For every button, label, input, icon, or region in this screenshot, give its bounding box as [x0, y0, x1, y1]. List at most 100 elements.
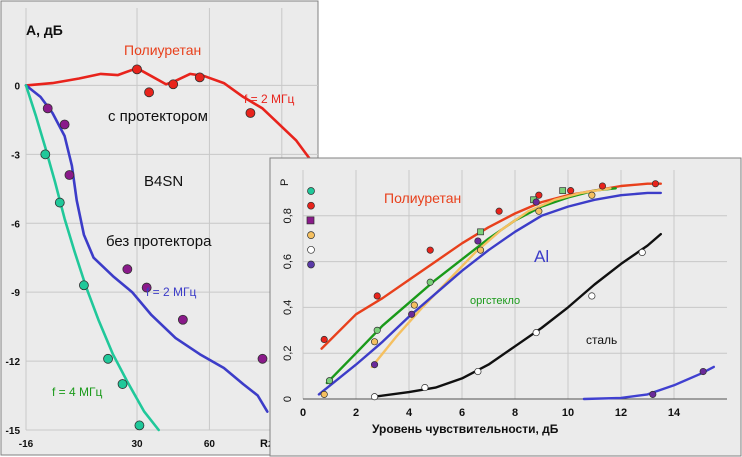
left-data-point [117, 379, 128, 389]
right-x-tick-label: 14 [668, 407, 681, 419]
left-y-tick-label: -3 [11, 150, 20, 161]
right-series-line-0 [320, 182, 662, 350]
right-data-point [421, 383, 429, 392]
right-data-point [320, 335, 328, 344]
left-plot-area [0, 0, 319, 456]
legend-marker [307, 245, 315, 254]
right-grid [302, 170, 727, 400]
right-data-point [559, 187, 567, 194]
right-data-point [567, 187, 575, 195]
left-y-tick-label: -15 [6, 426, 21, 437]
legend-marker [307, 231, 315, 239]
right-data-point [320, 390, 328, 398]
left-y-tick-label: -12 [6, 357, 21, 368]
left-series-points [40, 64, 311, 431]
annotation-al: Al [534, 247, 549, 266]
left-data-point [134, 420, 145, 431]
left-data-point [64, 170, 75, 180]
right-y-tick-label: 0,6 [282, 254, 294, 269]
right-tick-labels: 0 0,2 0,4 0,6 0,8 0 2 4 6 8 10 12 14 [282, 208, 681, 419]
right-x-axis-label: Уровень чувствительности, дБ [372, 422, 559, 436]
left-y-tick-label: -9 [11, 288, 20, 299]
right-data-point [535, 191, 543, 199]
right-x-tick-label: 2 [353, 407, 359, 419]
right-data-point [408, 310, 416, 318]
right-legend-markers [306, 187, 315, 269]
right-data-point [373, 326, 381, 334]
right-y-tick-label: 0,2 [282, 346, 294, 361]
right-x-tick-label: 0 [300, 407, 306, 419]
left-x-tick-label: -16 [19, 439, 34, 450]
left-data-point [245, 108, 256, 118]
left-data-point [59, 119, 70, 130]
right-data-point [588, 292, 596, 300]
right-data-point [474, 237, 482, 245]
annotation-f-green: f = 4 МГц [52, 385, 103, 399]
annotation-material: В4SN [144, 173, 183, 190]
left-data-point [132, 64, 142, 75]
legend-marker [306, 216, 315, 225]
legend-marker [307, 187, 315, 195]
annotation-without-protector: без протектора [106, 233, 212, 250]
annotation-polyurethane-left: Полиуретан [124, 42, 201, 58]
right-data-point [638, 248, 646, 256]
right-x-tick-label: 6 [459, 407, 465, 419]
right-data-point [370, 393, 379, 401]
right-y-tick-label: 0,4 [282, 300, 294, 315]
right-data-point [410, 301, 418, 309]
legend-marker [307, 201, 315, 210]
right-chart: 0 0,2 0,4 0,6 0,8 0 2 4 6 8 10 12 14 P Уровень чувст… [269, 157, 742, 457]
left-data-point [257, 353, 268, 364]
right-data-point [532, 198, 540, 206]
right-data-point [325, 377, 334, 385]
right-y-tick-label: 0,8 [282, 208, 294, 223]
right-x-tick-label: 10 [562, 407, 574, 419]
left-data-point [177, 314, 188, 325]
right-data-point [426, 246, 434, 254]
annotation-f-blue: f = 2 МГц [146, 285, 197, 299]
right-x-tick-label: 8 [512, 407, 518, 419]
right-series-line-2 [370, 187, 612, 369]
right-data-point [373, 292, 381, 300]
right-data-point [699, 367, 707, 376]
right-y-tick-label: 0 [282, 396, 294, 402]
right-data-point [588, 191, 596, 199]
left-data-point [141, 282, 152, 293]
right-data-point [370, 361, 379, 369]
right-data-point [476, 246, 485, 254]
left-chart: 0-3-6-9-12-15-16306090 А, дБ Rz, мкм Пол… [0, 0, 319, 456]
annotation-steel: сталь [586, 333, 617, 347]
right-data-point [649, 390, 657, 398]
left-series-line-1 [24, 84, 269, 413]
annotation-with-protector: с протектором [108, 108, 208, 125]
right-data-point [535, 207, 543, 215]
right-series-points [320, 180, 707, 401]
right-data-point [370, 338, 379, 346]
left-data-point [168, 79, 179, 90]
left-y-tick-label: 0 [14, 81, 20, 92]
left-x-tick-label: 30 [131, 439, 143, 450]
left-data-point [144, 87, 154, 98]
left-x-tick-label: 60 [204, 439, 216, 450]
right-x-tick-label: 12 [615, 407, 627, 419]
left-data-point [194, 72, 205, 83]
left-data-point [122, 264, 133, 275]
left-data-point [54, 197, 65, 208]
right-series-line-4 [373, 232, 662, 398]
right-data-point [474, 367, 482, 376]
left-data-point [40, 149, 51, 160]
right-x-tick-label: 4 [406, 407, 413, 419]
right-data-point [651, 180, 660, 188]
annotation-f-red: f = 2 МГц [244, 92, 295, 106]
left-y-tick-label: -6 [11, 219, 20, 230]
right-data-point [477, 228, 484, 236]
left-data-point [42, 103, 53, 114]
left-y-axis-label: А, дБ [26, 22, 63, 38]
right-data-point [426, 278, 434, 286]
right-series-line-3 [317, 191, 662, 396]
right-data-point [532, 329, 540, 337]
right-y-axis-label: P [279, 179, 291, 186]
left-series-line-2 [24, 84, 160, 432]
left-data-point [103, 353, 113, 364]
